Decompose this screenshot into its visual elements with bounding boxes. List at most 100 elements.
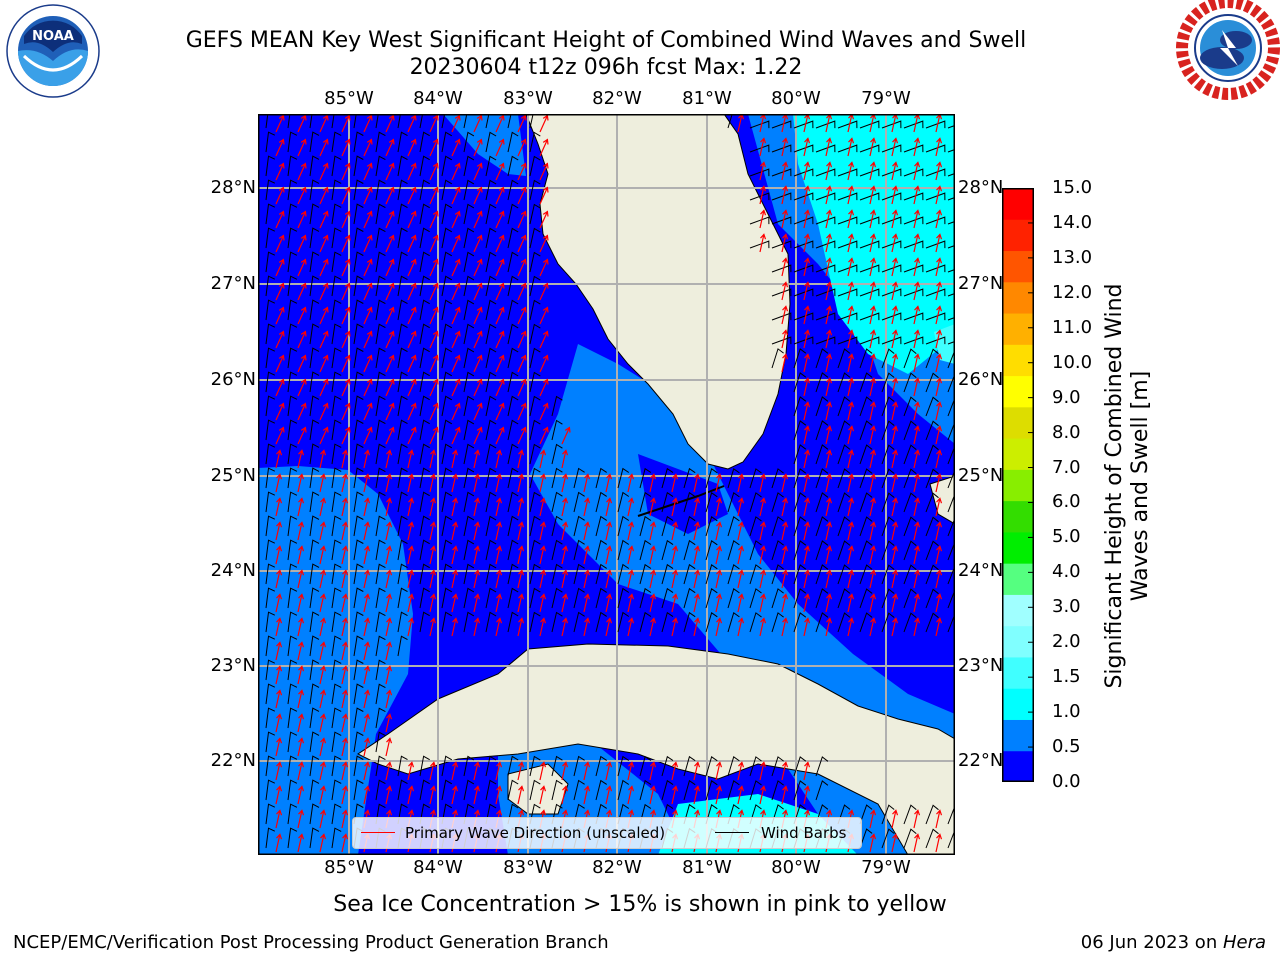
wave-direction-arrow (429, 378, 439, 397)
wave-direction-arrow (891, 401, 899, 421)
wind-barb (837, 336, 858, 345)
lon-label-bottom: 85°W (324, 857, 374, 878)
wind-barb (463, 251, 475, 273)
wind-barb (749, 564, 762, 585)
wave-direction-arrow (517, 234, 527, 253)
wave-direction-arrow (847, 473, 855, 493)
wind-barb (507, 419, 519, 441)
wave-direction-arrow (913, 809, 921, 829)
wave-direction-arrow (407, 162, 417, 181)
wind-barb (859, 420, 873, 441)
wave-direction-arrow (297, 497, 305, 517)
wind-barb (507, 227, 519, 249)
wind-barb (771, 756, 784, 777)
wind-barb (265, 114, 269, 129)
wave-direction-arrow (517, 330, 527, 349)
wind-barb (331, 347, 342, 369)
wind-barb (793, 264, 814, 273)
wave-direction-arrow (495, 402, 505, 421)
wave-direction-arrow (363, 426, 373, 445)
wave-direction-arrow (539, 761, 547, 781)
wind-barb (331, 323, 342, 345)
wind-barb (617, 755, 630, 777)
wind-barb (265, 587, 276, 609)
wave-direction-arrow (869, 545, 877, 565)
wind-barb (771, 120, 792, 129)
wind-barb (265, 323, 276, 345)
wind-barb (881, 216, 902, 225)
wave-direction-arrow (869, 329, 877, 349)
wind-barb (925, 492, 939, 513)
wind-barb (749, 612, 762, 633)
wave-direction-arrow (539, 497, 547, 517)
wind-barb (353, 515, 364, 537)
colorbar-segment (1002, 625, 1034, 658)
wave-direction-arrow (517, 138, 527, 157)
wave-direction-arrow (451, 761, 459, 781)
wind-barb (375, 251, 386, 273)
wind-barb (815, 312, 836, 321)
lon-label-bottom: 81°W (682, 857, 732, 878)
wind-barb (683, 491, 696, 513)
wind-barb (903, 348, 917, 369)
wind-barb (881, 492, 895, 513)
wind-barb (309, 683, 320, 705)
wave-direction-arrow (517, 521, 525, 541)
wave-direction-arrow (319, 449, 327, 469)
wind-barb (881, 372, 895, 393)
wave-direction-arrow (385, 378, 395, 397)
wave-direction-arrow (363, 473, 371, 493)
wave-direction-arrow (473, 785, 481, 805)
wave-direction-arrow (473, 162, 483, 181)
wave-direction-arrow (341, 665, 349, 685)
wave-direction-arrow (759, 521, 767, 541)
wave-direction-arrow (891, 617, 899, 637)
wind-barb (727, 491, 740, 513)
wave-direction-arrow (803, 281, 811, 301)
wave-direction-arrow (429, 354, 439, 373)
wave-direction-arrow (517, 186, 527, 205)
wind-barb (309, 251, 320, 273)
wind-barb (441, 539, 453, 561)
wind-barb (287, 227, 298, 249)
wind-barb (353, 491, 364, 513)
wave-direction-arrow (649, 761, 657, 781)
wave-direction-arrow (385, 737, 393, 757)
wind-barb (331, 779, 342, 801)
wave-direction-arrow (319, 258, 329, 277)
wave-direction-arrow (517, 785, 525, 805)
wind-barb (947, 612, 955, 633)
wind-barb (815, 396, 829, 417)
wind-barb (419, 371, 430, 393)
wind-barb (815, 588, 829, 609)
wave-direction-arrow (407, 354, 417, 373)
wave-direction-arrow (275, 545, 283, 565)
wind-barb (331, 539, 342, 561)
wind-barb (947, 372, 955, 393)
wind-barb (793, 372, 807, 393)
wave-direction-arrow (495, 282, 505, 301)
colorbar-tick-label: 1.0 (1052, 701, 1081, 723)
wind-barb (749, 588, 762, 609)
wave-direction-arrow (539, 521, 547, 541)
wind-barb (925, 240, 946, 249)
wind-barb (265, 563, 276, 585)
wind-barb (265, 131, 276, 153)
colorbar-segment (1002, 438, 1034, 470)
wind-barb (925, 372, 939, 393)
wind-barb (815, 468, 829, 489)
wave-direction-arrow (495, 114, 505, 133)
wave-direction-arrow (297, 545, 305, 565)
wind-barb (793, 564, 807, 585)
wave-direction-arrow (473, 258, 483, 277)
wave-direction-arrow (473, 282, 483, 301)
wave-direction-arrow (737, 545, 745, 565)
wind-barb (771, 612, 784, 633)
wave-direction-arrow (319, 713, 327, 733)
wind-barb (485, 155, 497, 177)
wave-direction-arrow (473, 521, 481, 541)
wind-barb (529, 563, 541, 585)
wind-barb (353, 203, 364, 225)
wave-direction-arrow (847, 569, 855, 589)
wind-barb (485, 131, 497, 153)
